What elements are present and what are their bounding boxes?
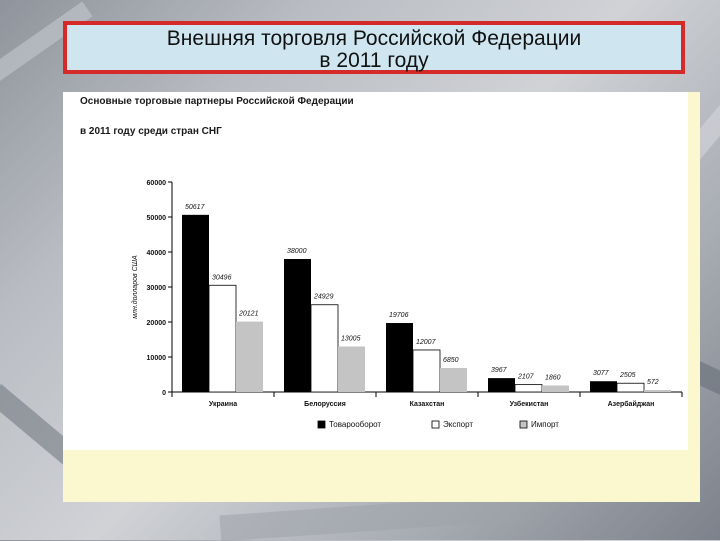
y-tick-label: 40000 <box>147 250 167 257</box>
chart-panel <box>63 92 688 450</box>
legend-swatch <box>317 420 326 429</box>
y-tick-label: 60000 <box>147 180 167 187</box>
legend-label: Импорт <box>531 420 559 429</box>
bar-2 <box>338 346 365 392</box>
bar-1 <box>208 284 237 393</box>
legend-swatch <box>519 420 528 429</box>
data-label: 1860 <box>545 374 561 381</box>
bar-0 <box>182 214 209 392</box>
bar-0 <box>590 381 617 392</box>
bar-2 <box>644 389 671 392</box>
bar-2 <box>440 368 467 392</box>
bar-0 <box>284 259 311 392</box>
data-label: 6850 <box>443 357 459 364</box>
slide-title-box: Внешняя торговля Российской Федерации в … <box>63 21 685 74</box>
x-tick-label: Узбекистан <box>510 400 549 408</box>
data-label: 12007 <box>416 339 437 346</box>
data-label: 20121 <box>238 311 259 318</box>
data-label: 3077 <box>593 370 610 377</box>
data-label: 2505 <box>619 372 636 379</box>
data-label: 3967 <box>491 367 508 374</box>
y-tick-label: 20000 <box>147 320 167 327</box>
slide-title-line-2: в 2011 году <box>319 49 429 72</box>
slide-title-line-1: Внешняя торговля Российской Федерации <box>166 27 582 50</box>
y-axis-label: млн.долларов США <box>131 255 139 319</box>
bar-1 <box>412 349 441 393</box>
x-tick-label: Украина <box>209 401 237 408</box>
data-label: 38000 <box>287 248 307 255</box>
y-tick-label: 10000 <box>147 355 167 362</box>
chart-header-line-1: Основные торговые партнеры Российской Фе… <box>80 96 354 107</box>
y-tick-label: 0 <box>162 390 166 397</box>
data-label: 572 <box>647 379 659 386</box>
bar-2 <box>236 321 263 392</box>
data-label: 50617 <box>185 204 206 211</box>
legend-swatch <box>431 420 440 429</box>
bar-1 <box>616 382 645 393</box>
data-label: 13005 <box>341 335 361 342</box>
chart-header-line-2: в 2011 году среди стран СНГ <box>80 126 222 137</box>
y-tick-label: 30000 <box>147 285 167 292</box>
bar-2 <box>542 385 569 392</box>
bar-0 <box>488 378 515 392</box>
x-tick-label: Казахстан <box>410 401 445 408</box>
data-label: 19706 <box>389 312 409 319</box>
data-label: 2107 <box>517 374 535 381</box>
legend-label: Экспорт <box>443 420 473 429</box>
x-tick-label: Белоруссия <box>304 401 346 408</box>
bar-0 <box>386 323 413 392</box>
legend-label: Товарооборот <box>329 420 381 429</box>
data-label: 24929 <box>313 294 334 301</box>
data-label: 30496 <box>212 274 232 281</box>
bar-1 <box>310 304 339 393</box>
y-tick-label: 50000 <box>147 215 167 222</box>
x-tick-label: Азербайджан <box>608 400 655 408</box>
bar-1 <box>514 384 543 393</box>
